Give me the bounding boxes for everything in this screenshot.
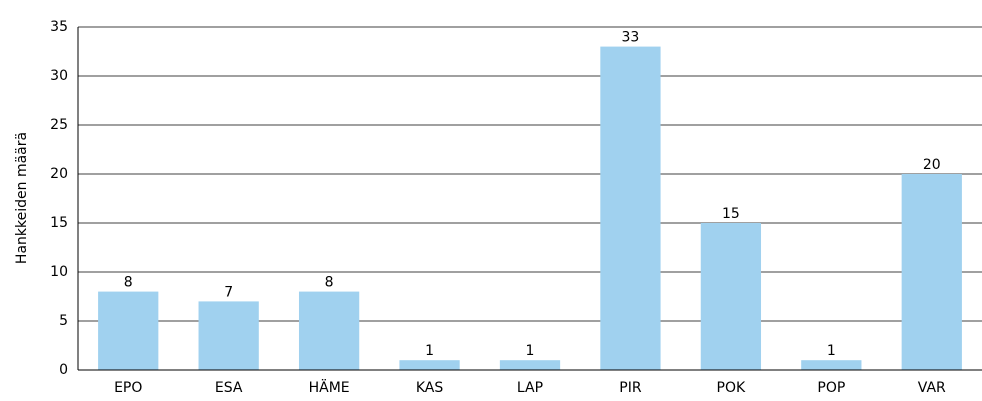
x-tick-label: EPO <box>114 380 142 396</box>
bar <box>901 174 962 370</box>
x-tick-label: POP <box>817 380 845 396</box>
data-label: 33 <box>622 30 640 46</box>
x-tick-label: KAS <box>416 380 444 396</box>
bar <box>298 291 360 370</box>
x-tick-label: ESA <box>215 380 243 396</box>
data-label: 15 <box>722 206 740 222</box>
x-tick-label: HÄME <box>309 378 350 396</box>
bar <box>801 360 862 370</box>
y-tick-label: 15 <box>50 215 68 231</box>
data-label: 1 <box>425 343 434 359</box>
y-axis-label: Hankkeiden määrä <box>14 132 30 264</box>
x-tick-label: LAP <box>517 380 543 396</box>
data-label: 8 <box>325 275 334 291</box>
bar <box>499 360 561 370</box>
bar <box>98 291 159 370</box>
data-label: 1 <box>526 343 535 359</box>
data-label: 1 <box>827 343 836 359</box>
y-tick-label: 20 <box>50 166 68 182</box>
data-label: 20 <box>923 157 941 173</box>
y-tick-label: 30 <box>50 68 68 84</box>
bar <box>700 223 762 370</box>
bar <box>198 301 259 370</box>
y-tick-label: 25 <box>50 117 68 133</box>
x-tick-label: VAR <box>918 380 946 396</box>
y-tick-label: 5 <box>59 313 68 329</box>
y-tick-label: 35 <box>50 19 68 35</box>
bar <box>600 46 661 370</box>
data-label: 8 <box>124 275 133 291</box>
bar <box>399 360 460 370</box>
x-tick-label: POK <box>717 380 746 396</box>
x-tick-label: PIR <box>619 380 642 396</box>
data-label: 7 <box>224 284 233 300</box>
y-tick-label: 10 <box>50 264 68 280</box>
y-tick-label: 0 <box>59 362 68 378</box>
